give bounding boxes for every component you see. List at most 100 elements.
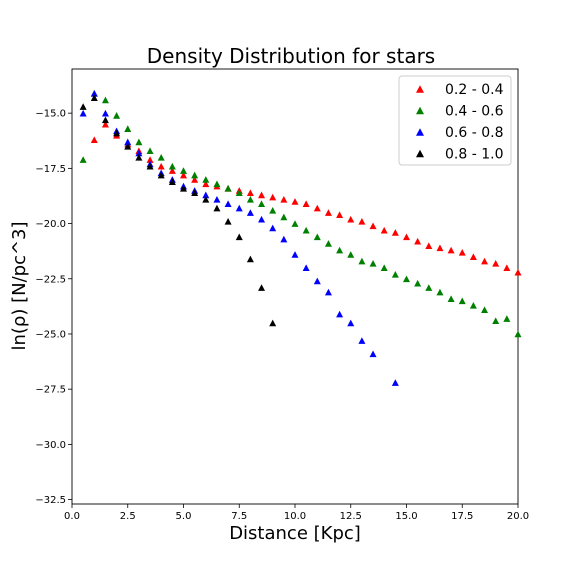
data-point — [425, 284, 433, 291]
y-tick-label: −32.5 — [35, 495, 66, 506]
data-point — [113, 112, 121, 119]
data-point — [391, 229, 399, 236]
y-axis-ticks: −15.0 −17.5 −20.0 −22.5 −25.0 −27.5 −30.0 −32.5 — [35, 109, 72, 506]
data-point — [113, 129, 121, 137]
data-point — [458, 248, 466, 256]
x-tick-label: 20.0 — [507, 511, 529, 522]
data-point — [168, 178, 176, 185]
data-point — [403, 275, 410, 283]
data-point — [258, 215, 266, 223]
y-axis-label: ln(ρ) [N/pc^3] — [9, 221, 30, 350]
data-point — [291, 220, 299, 227]
series-1 — [90, 120, 522, 276]
data-point — [514, 268, 522, 276]
legend-marker — [416, 85, 424, 93]
data-point — [157, 153, 165, 161]
data-point — [180, 171, 187, 179]
data-point — [224, 218, 232, 225]
data-point — [380, 226, 388, 234]
data-point — [90, 136, 98, 143]
data-point — [414, 279, 422, 287]
data-point — [380, 264, 388, 272]
data-point — [224, 200, 232, 208]
data-point — [458, 297, 466, 305]
data-point — [135, 138, 143, 146]
x-tick-label: 17.5 — [451, 511, 473, 522]
data-point — [258, 200, 266, 208]
legend-marker — [416, 128, 424, 136]
data-point — [481, 257, 489, 265]
data-point — [101, 116, 109, 124]
data-point — [180, 167, 187, 174]
x-tick-label: 12.5 — [340, 511, 362, 522]
data-point — [258, 284, 266, 291]
data-point — [324, 209, 332, 216]
data-point — [447, 246, 455, 254]
data-point — [492, 317, 500, 325]
legend: 0.2 - 0.4 0.4 - 0.6 0.6 - 0.8 0.8 - 1.0 — [398, 75, 512, 166]
data-point — [436, 244, 444, 252]
data-point — [258, 191, 266, 199]
legend-label: 0.8 - 1.0 — [445, 147, 503, 163]
y-tick-label: −30.0 — [35, 440, 66, 451]
data-point — [101, 120, 109, 128]
data-point — [414, 237, 422, 245]
data-point — [135, 149, 143, 157]
data-point — [202, 176, 210, 183]
data-points — [79, 89, 522, 386]
x-tick-label: 15.0 — [395, 511, 417, 522]
data-point — [347, 215, 355, 223]
data-point — [302, 264, 310, 272]
data-point — [168, 162, 176, 170]
data-point — [469, 253, 477, 261]
data-point — [146, 156, 154, 163]
data-point — [202, 180, 210, 188]
data-point — [269, 193, 277, 201]
x-tick-label: 5.0 — [176, 511, 192, 522]
data-point — [246, 189, 254, 196]
data-point — [246, 209, 254, 216]
data-point — [213, 180, 221, 188]
data-point — [369, 259, 377, 267]
data-point — [124, 125, 132, 132]
data-point — [135, 153, 143, 161]
data-point — [492, 259, 500, 267]
data-point — [336, 310, 344, 318]
data-point — [391, 379, 399, 386]
data-point — [157, 171, 165, 179]
chart-title: Density Distribution for stars — [147, 44, 435, 68]
data-point — [269, 319, 277, 327]
legend-marker — [416, 106, 424, 115]
legend-label: 0.4 - 0.6 — [445, 104, 504, 120]
data-point — [213, 204, 221, 212]
data-point — [180, 184, 187, 192]
data-point — [235, 189, 243, 196]
data-point — [302, 200, 310, 208]
data-point — [302, 226, 310, 234]
data-point — [191, 171, 199, 179]
data-point — [391, 271, 399, 278]
data-point — [90, 94, 98, 102]
data-point — [313, 277, 321, 285]
data-point — [101, 109, 109, 117]
data-point — [79, 156, 87, 163]
data-point — [358, 337, 366, 344]
y-tick-label: −17.5 — [35, 164, 66, 175]
data-point — [191, 189, 199, 196]
y-tick-label: −22.5 — [35, 274, 66, 285]
series-4 — [79, 94, 277, 327]
data-point — [481, 306, 489, 314]
legend-label: 0.6 - 0.8 — [445, 125, 503, 141]
data-point — [358, 218, 366, 225]
data-point — [403, 233, 410, 241]
x-tick-label: 0.0 — [64, 511, 80, 522]
x-axis-ticks: 0.0 2.5 5.0 7.5 10.0 12.5 15.0 17.5 20.0 — [64, 504, 529, 522]
data-point — [313, 204, 321, 212]
data-point — [324, 288, 332, 296]
data-point — [436, 288, 444, 296]
data-point — [280, 195, 288, 203]
data-point — [79, 103, 87, 110]
data-point — [336, 246, 344, 254]
data-point — [146, 162, 154, 170]
data-point — [101, 96, 109, 104]
